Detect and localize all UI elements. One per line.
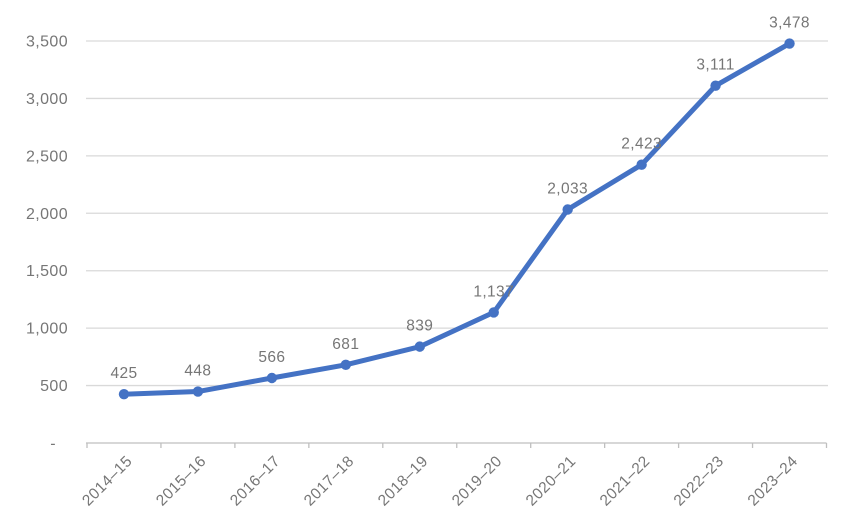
x-tick-label: 2015–16 <box>153 453 210 510</box>
data-point <box>192 386 204 397</box>
data-label: 1,137 <box>473 283 514 300</box>
data-label: 448 <box>184 363 211 380</box>
y-tick-label: 3,500 <box>26 34 68 51</box>
y-tick-label: 2,500 <box>26 148 68 165</box>
data-label: 839 <box>406 318 433 335</box>
data-label: 425 <box>110 365 137 382</box>
data-point <box>710 80 721 91</box>
data-label: 2,033 <box>547 180 588 197</box>
x-tick-label: 2014–15 <box>79 453 136 510</box>
x-tick-label: 2023–24 <box>745 453 802 510</box>
x-tick-label: 2016–17 <box>227 453 284 510</box>
data-point <box>266 372 278 384</box>
data-label: 3,478 <box>769 15 810 32</box>
data-point <box>562 204 573 215</box>
y-tick-label: 1,000 <box>26 321 68 338</box>
data-label: 566 <box>258 349 285 366</box>
y-tick-label: 500 <box>40 378 68 395</box>
data-label: 2,423 <box>621 136 662 153</box>
y-tick-label: 2,000 <box>26 206 68 223</box>
data-point <box>784 38 795 49</box>
data-point <box>636 159 647 170</box>
y-tick-label: 3,000 <box>26 91 68 108</box>
data-point <box>118 388 130 400</box>
data-point <box>488 307 499 318</box>
y-tick-label: 1,500 <box>26 263 68 280</box>
x-tick-label: 2022–23 <box>671 453 728 510</box>
data-label: 681 <box>332 336 359 353</box>
x-tick-label: 2018–19 <box>375 453 432 510</box>
y-tick-label: - <box>50 436 56 453</box>
data-point <box>340 359 352 370</box>
x-tick-label: 2017–18 <box>301 453 358 510</box>
series-line <box>121 41 793 397</box>
x-tick-label: 2021–22 <box>597 453 654 510</box>
x-tick-label: 2019–20 <box>449 453 506 510</box>
x-tick-label: 2020–21 <box>523 453 580 510</box>
data-label: 3,111 <box>696 57 735 74</box>
data-point <box>414 341 425 352</box>
